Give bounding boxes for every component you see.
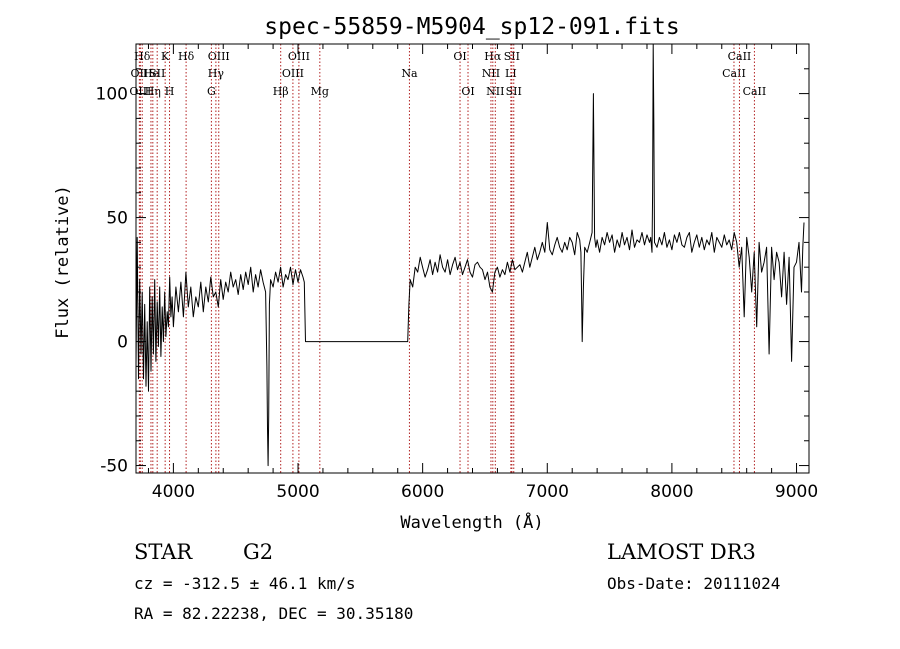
line-label-2: OIII xyxy=(129,85,151,98)
line-label-18: OI xyxy=(461,85,474,98)
line-label-21: NII xyxy=(482,67,500,80)
object-type: STAR xyxy=(134,540,193,564)
x-tick-label-5: 9000 xyxy=(775,482,818,502)
axis-ticks: 4000 5000 6000 7000 8000 9000 -50 0 50 100 xyxy=(96,43,818,502)
spectrum-plot xyxy=(135,43,805,467)
line-label-19: Hα xyxy=(484,50,502,63)
line-label-22: LI xyxy=(505,67,517,80)
line-label-8: Hδ xyxy=(178,50,195,63)
survey-name: LAMOST DR3 xyxy=(607,540,756,564)
line-label-7: H xyxy=(165,85,175,98)
spectral-subclass: G2 xyxy=(243,540,273,564)
x-tick-label-0: 4000 xyxy=(152,482,195,502)
line-label-25: CaII xyxy=(722,67,746,80)
line-label-16: Na xyxy=(401,67,418,80)
spectrum-line xyxy=(135,43,805,467)
y-axis-label: Flux (relative) xyxy=(53,185,73,339)
line-label-20: SII xyxy=(504,50,520,63)
y-tick-label-3: 100 xyxy=(96,85,128,105)
observation-date: Obs-Date: 20111024 xyxy=(607,574,780,593)
line-label-27: CaII xyxy=(743,85,767,98)
line-label-5: K xyxy=(161,50,170,63)
line-label-12: Hβ xyxy=(273,85,289,98)
x-tick-label-1: 5000 xyxy=(276,482,319,502)
line-label-1: OII xyxy=(131,67,149,80)
line-label-0: Hδ xyxy=(134,50,151,63)
line-label-24: SII xyxy=(506,85,522,98)
sky-coordinates: RA = 82.22238, DEC = 30.35180 xyxy=(134,604,413,623)
y-tick-label-1: 0 xyxy=(117,333,128,353)
line-label-6: SII xyxy=(149,67,165,80)
line-label-11: G xyxy=(207,85,216,98)
line-label-13: OIII xyxy=(288,50,310,63)
line-label-23: NII xyxy=(486,85,504,98)
line-label-15: Mg xyxy=(311,85,329,98)
x-tick-label-2: 6000 xyxy=(401,482,444,502)
line-label-17: OI xyxy=(453,50,466,63)
chart-title: spec-55859-M5904_sp12-091.fits xyxy=(264,14,679,40)
y-tick-label-2: 50 xyxy=(106,209,128,229)
y-tick-label-0: -50 xyxy=(100,457,128,477)
line-label-9: OIII xyxy=(208,50,230,63)
line-label-10: Hγ xyxy=(208,67,225,80)
line-label-26: CaII xyxy=(728,50,752,63)
line-label-4: Hη xyxy=(145,85,161,98)
plot-frame xyxy=(135,43,810,474)
x-axis-label: Wavelength (Å) xyxy=(400,511,543,533)
line-label-3: He xyxy=(143,67,159,80)
x-tick-label-4: 8000 xyxy=(650,482,693,502)
redshift-velocity: cz = -312.5 ± 46.1 km/s xyxy=(134,574,356,593)
line-label-14: OIII xyxy=(282,67,304,80)
x-tick-label-3: 7000 xyxy=(526,482,569,502)
